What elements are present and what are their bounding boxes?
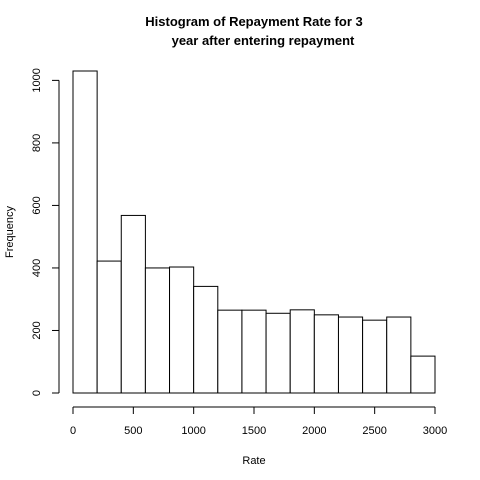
histogram-bar: [265, 312, 291, 394]
histogram-bar: [362, 319, 388, 394]
histogram-bar: [410, 355, 436, 394]
y-tick-label: 200: [31, 321, 43, 339]
y-axis-label: Frequency: [4, 206, 16, 258]
histogram-bar: [313, 314, 339, 394]
x-tick-label: 0: [70, 425, 76, 437]
x-axis-label: Rate: [242, 455, 265, 467]
y-axis: 0 200 400 600 800 1000: [31, 68, 60, 396]
chart-title-line-1: Histogram of Repayment Rate for 3: [145, 14, 362, 29]
y-tick-label: 1000: [31, 68, 43, 92]
x-tick-label: 1000: [181, 425, 205, 437]
y-tick-label: 800: [31, 134, 43, 152]
y-tick-label: 600: [31, 196, 43, 214]
bars-group: [72, 70, 436, 394]
histogram-bar: [241, 309, 267, 394]
histogram-bar: [72, 70, 98, 394]
x-tick-label: 500: [124, 425, 142, 437]
histogram-bar: [386, 316, 412, 394]
histogram-bar: [144, 267, 171, 394]
histogram-bar: [289, 309, 315, 394]
histogram-bar: [193, 285, 219, 394]
histogram-bar: [337, 316, 364, 394]
histogram-bar: [96, 260, 122, 394]
x-axis: 0 500 1000 1500 2000 2500 3000: [70, 406, 447, 437]
y-tick-label: 0: [31, 390, 43, 396]
chart-title-line-2: year after entering repayment: [172, 33, 355, 48]
x-tick-label: 1500: [242, 425, 266, 437]
x-tick-label: 2000: [302, 425, 326, 437]
histogram-bar: [120, 214, 146, 394]
x-tick-label: 3000: [423, 425, 447, 437]
x-tick-label: 2500: [362, 425, 386, 437]
y-tick-label: 400: [31, 259, 43, 277]
histogram-bar: [169, 266, 195, 394]
histogram-bar: [217, 309, 243, 394]
